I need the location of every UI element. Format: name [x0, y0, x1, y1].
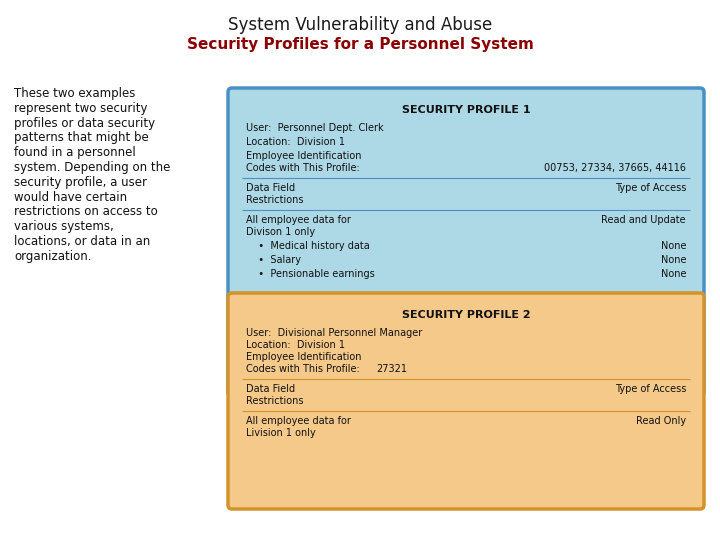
Text: system. Depending on the: system. Depending on the: [14, 161, 171, 174]
Text: Data Field: Data Field: [246, 183, 295, 193]
Text: System Vulnerability and Abuse: System Vulnerability and Abuse: [228, 16, 492, 34]
Text: None: None: [660, 269, 686, 279]
Text: •  Pensionable earnings: • Pensionable earnings: [252, 269, 374, 279]
Text: 27321: 27321: [376, 364, 407, 374]
Text: These two examples: These two examples: [14, 87, 135, 100]
Text: Location:  Division 1: Location: Division 1: [246, 340, 345, 350]
Text: various systems,: various systems,: [14, 220, 114, 233]
Text: SECURITY PROFILE 1: SECURITY PROFILE 1: [402, 105, 531, 115]
Text: Divison 1 only: Divison 1 only: [246, 227, 315, 237]
Text: restrictions on access to: restrictions on access to: [14, 205, 158, 218]
Text: Security Profiles for a Personnel System: Security Profiles for a Personnel System: [186, 37, 534, 51]
Text: Location:  Division 1: Location: Division 1: [246, 137, 345, 147]
Text: User:  Personnel Dept. Clerk: User: Personnel Dept. Clerk: [246, 123, 384, 133]
Text: locations, or data in an: locations, or data in an: [14, 235, 150, 248]
FancyBboxPatch shape: [228, 293, 704, 509]
Text: organization.: organization.: [14, 250, 91, 263]
Text: None: None: [660, 241, 686, 251]
Text: Type of Access: Type of Access: [615, 183, 686, 193]
Text: security profile, a user: security profile, a user: [14, 176, 147, 189]
Text: Restrictions: Restrictions: [246, 195, 304, 205]
Text: Data Field: Data Field: [246, 384, 295, 394]
Text: Restrictions: Restrictions: [246, 396, 304, 406]
Text: Codes with This Profile:: Codes with This Profile:: [246, 163, 360, 173]
Text: Read Only: Read Only: [636, 416, 686, 426]
Text: None: None: [660, 255, 686, 265]
Text: All employee data for: All employee data for: [246, 215, 351, 225]
Text: All employee data for: All employee data for: [246, 416, 351, 426]
Text: Livision 1 only: Livision 1 only: [246, 428, 316, 438]
FancyBboxPatch shape: [228, 88, 704, 396]
Text: Type of Access: Type of Access: [615, 384, 686, 394]
Text: 00753, 27334, 37665, 44116: 00753, 27334, 37665, 44116: [544, 163, 686, 173]
Text: patterns that might be: patterns that might be: [14, 131, 149, 144]
Text: •  Salary: • Salary: [252, 255, 301, 265]
Text: Employee Identification: Employee Identification: [246, 151, 361, 161]
Text: Employee Identification: Employee Identification: [246, 352, 361, 362]
Text: Read and Update: Read and Update: [601, 215, 686, 225]
Text: Codes with This Profile:: Codes with This Profile:: [246, 364, 360, 374]
Text: found in a personnel: found in a personnel: [14, 146, 136, 159]
Text: profiles or data security: profiles or data security: [14, 117, 155, 130]
Text: would have certain: would have certain: [14, 191, 127, 204]
Text: represent two security: represent two security: [14, 102, 148, 115]
Text: •  Medical history data: • Medical history data: [252, 241, 370, 251]
Text: SECURITY PROFILE 2: SECURITY PROFILE 2: [402, 310, 531, 320]
Text: User:  Divisional Personnel Manager: User: Divisional Personnel Manager: [246, 328, 422, 338]
